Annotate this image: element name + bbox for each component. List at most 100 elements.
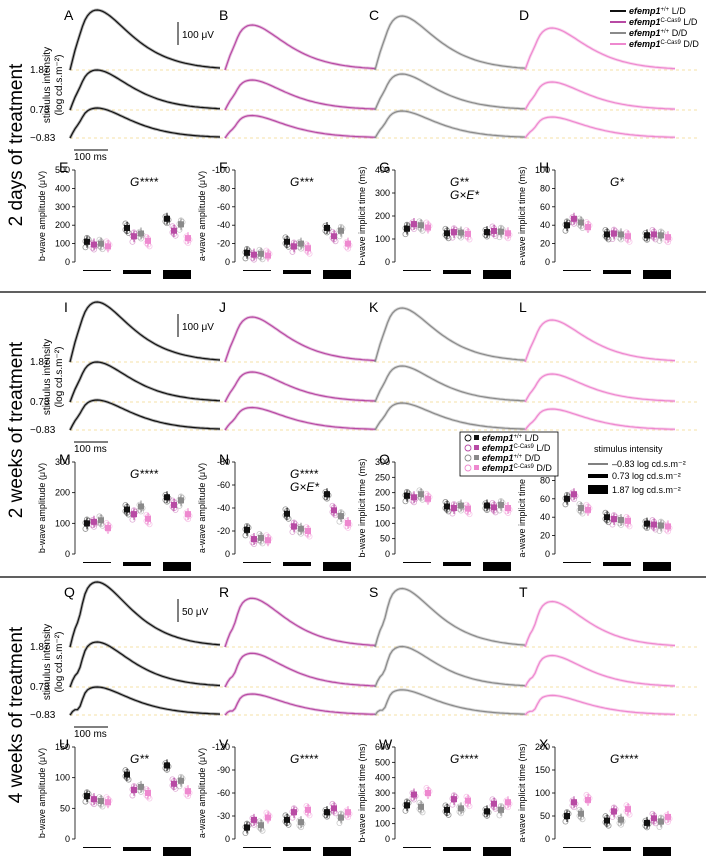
stimulus-bar xyxy=(283,847,311,851)
section-label-4weeks: 4 weeks of treatment xyxy=(6,626,27,803)
mean-marker xyxy=(164,215,170,222)
mean-marker xyxy=(564,813,570,819)
panel-letter-V: V xyxy=(219,736,229,752)
panel-letter-I: I xyxy=(64,299,68,315)
mean-marker xyxy=(658,522,664,529)
y-tick-label: 50 xyxy=(380,534,390,544)
stimulus-bar xyxy=(603,270,631,274)
mean-marker xyxy=(338,227,344,234)
stat-annotation: G**** xyxy=(610,752,638,766)
stimulus-bar xyxy=(443,562,471,566)
y-tick-label: 20 xyxy=(540,239,550,249)
erg-trace-band xyxy=(523,407,676,432)
stat-annotation: G**** xyxy=(290,752,318,766)
y-tick-label: 100 xyxy=(535,165,550,175)
stimulus-bar xyxy=(163,847,191,856)
mean-marker xyxy=(258,534,264,541)
mean-marker xyxy=(658,232,664,239)
mean-marker xyxy=(571,799,577,806)
erg-trace xyxy=(224,371,376,403)
panel-letter-B: B xyxy=(219,7,228,23)
mean-marker xyxy=(284,816,290,823)
stat-panel-X: X 0 50 100 150 200 a-wave implicit time (ms) G*… xyxy=(517,736,673,856)
stimulus-bar xyxy=(83,562,111,563)
y-axis-label: b-wave implicit time (ms) xyxy=(357,743,367,842)
mean-marker xyxy=(84,520,90,527)
y-tick-label: 0 xyxy=(385,834,390,844)
mean-marker xyxy=(345,519,351,526)
stimulus-bar xyxy=(323,562,351,571)
stimulus-bar xyxy=(243,270,271,271)
stat-annotation: G**** xyxy=(130,467,158,481)
mean-marker xyxy=(251,251,257,258)
mean-marker xyxy=(298,819,304,826)
erg-trace-band xyxy=(68,398,221,431)
legend-entry: efemp1+/+ D/D xyxy=(482,453,541,463)
mean-marker xyxy=(458,502,464,509)
legend-entry: efemp1+/+ D/D xyxy=(629,28,688,38)
mean-marker xyxy=(345,809,351,816)
mean-marker xyxy=(91,241,97,248)
panel-letter-J: J xyxy=(219,299,226,315)
panel-letter-N: N xyxy=(219,451,229,467)
mean-marker xyxy=(425,224,431,231)
mean-marker xyxy=(171,501,177,508)
mean-marker xyxy=(338,814,344,821)
mean-marker xyxy=(644,819,650,826)
y-tick-label: 20 xyxy=(540,531,550,541)
mean-marker xyxy=(404,492,410,499)
mean-marker xyxy=(465,230,471,237)
stimulus-bar xyxy=(483,562,511,571)
stat-panel-G: G 0 100 200 300 400 b-wave implicit time (ms) G… xyxy=(357,159,513,279)
ylabel-top: stimulus intensity xyxy=(42,47,53,123)
mean-marker xyxy=(284,238,290,245)
legend-marker xyxy=(464,444,472,452)
y-tick-label: -60 xyxy=(217,202,230,212)
panel-letter-Q: Q xyxy=(64,584,75,600)
panel-letter-O: O xyxy=(379,451,390,467)
y-tick-label: 100 xyxy=(55,518,70,528)
stimulus-bar xyxy=(643,847,671,856)
stimulus-bar xyxy=(283,270,311,274)
erg-trace xyxy=(524,694,676,716)
stimulus-bar xyxy=(163,562,191,571)
stimulus-bar xyxy=(243,847,271,848)
erg-trace-band xyxy=(68,106,221,139)
mean-marker xyxy=(84,238,90,245)
mean-marker xyxy=(131,511,137,518)
erg-trace xyxy=(374,645,526,688)
mean-marker xyxy=(124,506,130,513)
y-tick-label: 100 xyxy=(375,518,390,528)
ylabel-top: stimulus intensity xyxy=(42,339,53,415)
ylabel-top: stimulus intensity xyxy=(42,624,53,700)
panel-letter-H: H xyxy=(539,159,549,175)
erg-trace-band xyxy=(68,640,221,688)
y-tick-label: 100 xyxy=(535,788,550,798)
panel-letter-L: L xyxy=(519,299,527,315)
stimulus-bar xyxy=(443,270,471,274)
y-axis-label: b-wave implicit time (ms) xyxy=(357,458,367,557)
mean-marker xyxy=(505,505,511,511)
y-tick-label: 600 xyxy=(375,742,390,752)
y-tick-label: -40 xyxy=(217,503,230,513)
erg-trace-band xyxy=(223,315,376,363)
erg-trace xyxy=(224,597,376,648)
erg-trace-band xyxy=(223,113,376,139)
stimulus-legend-title: stimulus intensity xyxy=(594,444,663,454)
mean-marker xyxy=(131,233,137,240)
stat-annotation: G**** xyxy=(290,467,318,481)
erg-trace xyxy=(69,641,221,688)
mean-marker xyxy=(611,516,617,523)
mean-marker xyxy=(451,796,457,803)
mean-marker xyxy=(604,817,610,824)
y-tick-label: 200 xyxy=(535,742,550,752)
mean-marker xyxy=(244,249,250,256)
y-axis-label: b-wave amplitude (μV) xyxy=(37,171,47,261)
y-tick-label: 150 xyxy=(535,765,550,775)
y-tick-label: 300 xyxy=(375,788,390,798)
stimulus-bar xyxy=(603,562,631,566)
mean-marker xyxy=(625,233,631,240)
mean-marker xyxy=(178,777,184,784)
y-tick-label: 50 xyxy=(540,811,550,821)
